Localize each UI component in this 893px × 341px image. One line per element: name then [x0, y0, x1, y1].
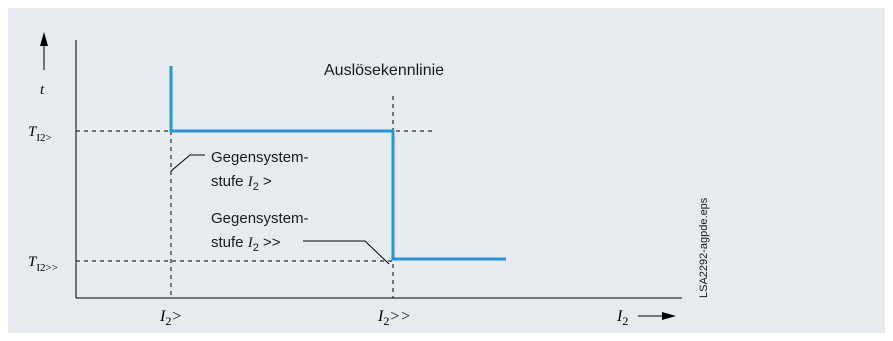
x-tick-label-1: I2>: [159, 308, 182, 328]
x-axis-label: I2: [616, 308, 628, 328]
annotation-1-line2: stufe I2 >: [211, 173, 272, 193]
x-axis-arrow-icon: [638, 312, 676, 320]
x-tick-label-2: I2>>: [377, 308, 411, 328]
trip-characteristic-curve: [169, 66, 506, 261]
figure-id: LSA2292-agpde.eps: [698, 197, 710, 298]
diagram-panel: [8, 8, 885, 333]
diagram-title: Auslösekennlinie: [324, 62, 444, 79]
annotation-2-leader: [303, 240, 390, 265]
y-tick-label-1: TI2>: [28, 124, 52, 144]
annotation-2-line2: stufe I2 >>: [211, 234, 281, 254]
y-tick-label-2: TI2>>: [28, 254, 58, 274]
annotation-1-line1: Gegensystem-: [211, 149, 309, 166]
annotation-2-line1: Gegensystem-: [211, 210, 309, 227]
annotation-1-leader: [170, 154, 205, 172]
guide-lines: [76, 96, 432, 298]
y-axis-arrow-icon: [40, 32, 48, 70]
y-axis-label: t: [40, 82, 45, 98]
